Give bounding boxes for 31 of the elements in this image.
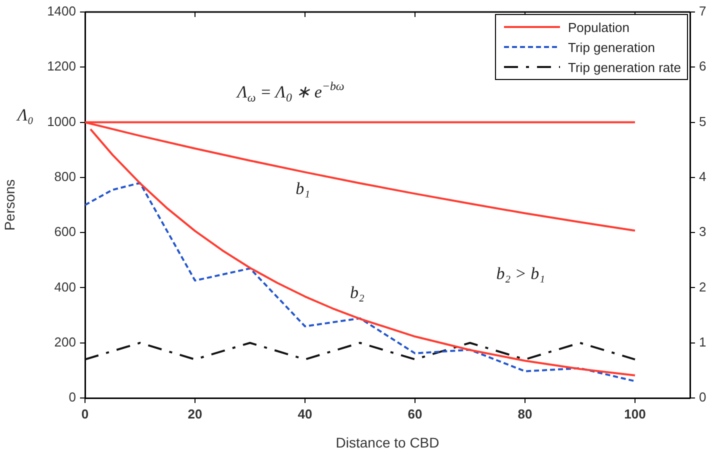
x-tick-label: 80 <box>518 406 532 422</box>
annotation: b₁ <box>296 179 310 198</box>
legend-label: Trip generation <box>568 40 655 54</box>
y-tick-label: 800 <box>54 169 76 184</box>
y2-tick-label: 0 <box>699 390 706 405</box>
x-tick-label: 100 <box>624 406 646 422</box>
y2-tick-label: 4 <box>699 169 706 184</box>
y2-tick-label: 6 <box>699 58 706 74</box>
y-tick-label: 200 <box>54 334 76 350</box>
y-tick-label: 0 <box>68 390 76 405</box>
legend-label: Population <box>568 20 630 34</box>
y2-tick-label: 7 <box>699 4 706 19</box>
x-tick-label: 40 <box>298 406 312 422</box>
annotation: b₂ > b₁ <box>496 264 545 283</box>
y-tick-label: 1200 <box>47 58 76 74</box>
text: Λ₀ <box>15 106 34 125</box>
annotation: b₂ <box>350 283 365 302</box>
y2-tick-label: 5 <box>699 114 706 129</box>
y2-tick-label: 3 <box>699 224 706 240</box>
x-axis-title: Distance to CBD <box>336 434 440 450</box>
x-tick-label: 60 <box>408 406 422 422</box>
y2-tick-label: 2 <box>699 279 706 294</box>
y-axis-title: Persons <box>1 179 18 231</box>
y-tick-label: 400 <box>54 279 76 294</box>
y-tick-label: 1400 <box>47 4 76 19</box>
legend-label: Trip generation rate <box>568 60 681 74</box>
y2-tick-label: 1 <box>699 334 706 350</box>
y-tick-label: 1000 <box>47 114 76 129</box>
y-tick-label: 600 <box>54 224 76 240</box>
x-tick-label: 20 <box>188 406 202 422</box>
x-tick-label: 0 <box>81 406 89 422</box>
